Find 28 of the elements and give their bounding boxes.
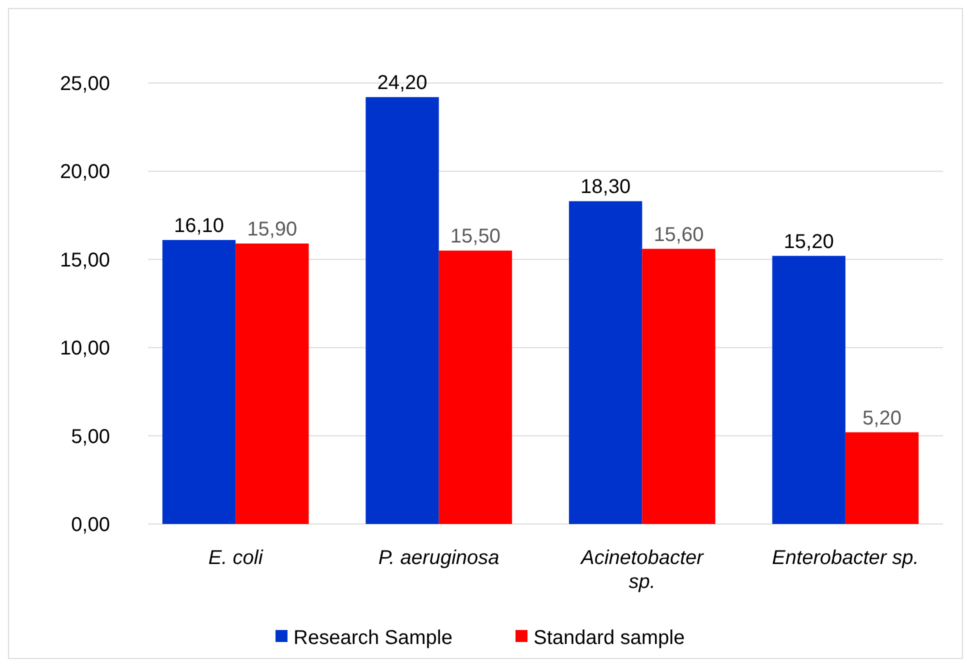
- x-tick-label: E. coli: [208, 547, 264, 569]
- data-label: 15,50: [450, 226, 500, 248]
- bar: [845, 432, 919, 524]
- data-label: 16,10: [174, 214, 224, 237]
- bar: [438, 250, 512, 524]
- bar: [568, 201, 642, 524]
- data-label: 15,60: [654, 224, 704, 246]
- legend-label: Research Sample: [294, 627, 452, 649]
- bar: [366, 97, 439, 524]
- y-tick-label: 20,00: [60, 161, 110, 184]
- bar: [162, 240, 236, 524]
- x-tick-label: Enterobacter sp.: [772, 547, 919, 569]
- y-tick-label: 10,00: [60, 338, 110, 360]
- data-label: 15,20: [784, 230, 834, 253]
- y-tick-label: 15,00: [60, 249, 110, 272]
- bar: [642, 248, 716, 524]
- legend-label: Standard sample: [534, 627, 685, 649]
- y-tick-label: 0,00: [71, 514, 110, 536]
- y-tick-label: 25,00: [60, 73, 110, 95]
- data-label: 24,20: [377, 72, 428, 94]
- y-tick-label: 5,00: [71, 426, 110, 448]
- bar: [772, 256, 846, 524]
- data-label: 18,30: [580, 176, 631, 198]
- x-tick-label: Acinetobacter sp.: [580, 547, 705, 593]
- x-tick-label: P. aeruginosa: [378, 547, 500, 569]
- data-label: 5,20: [862, 407, 902, 430]
- data-label: 15,90: [247, 218, 298, 241]
- bar: [236, 244, 309, 524]
